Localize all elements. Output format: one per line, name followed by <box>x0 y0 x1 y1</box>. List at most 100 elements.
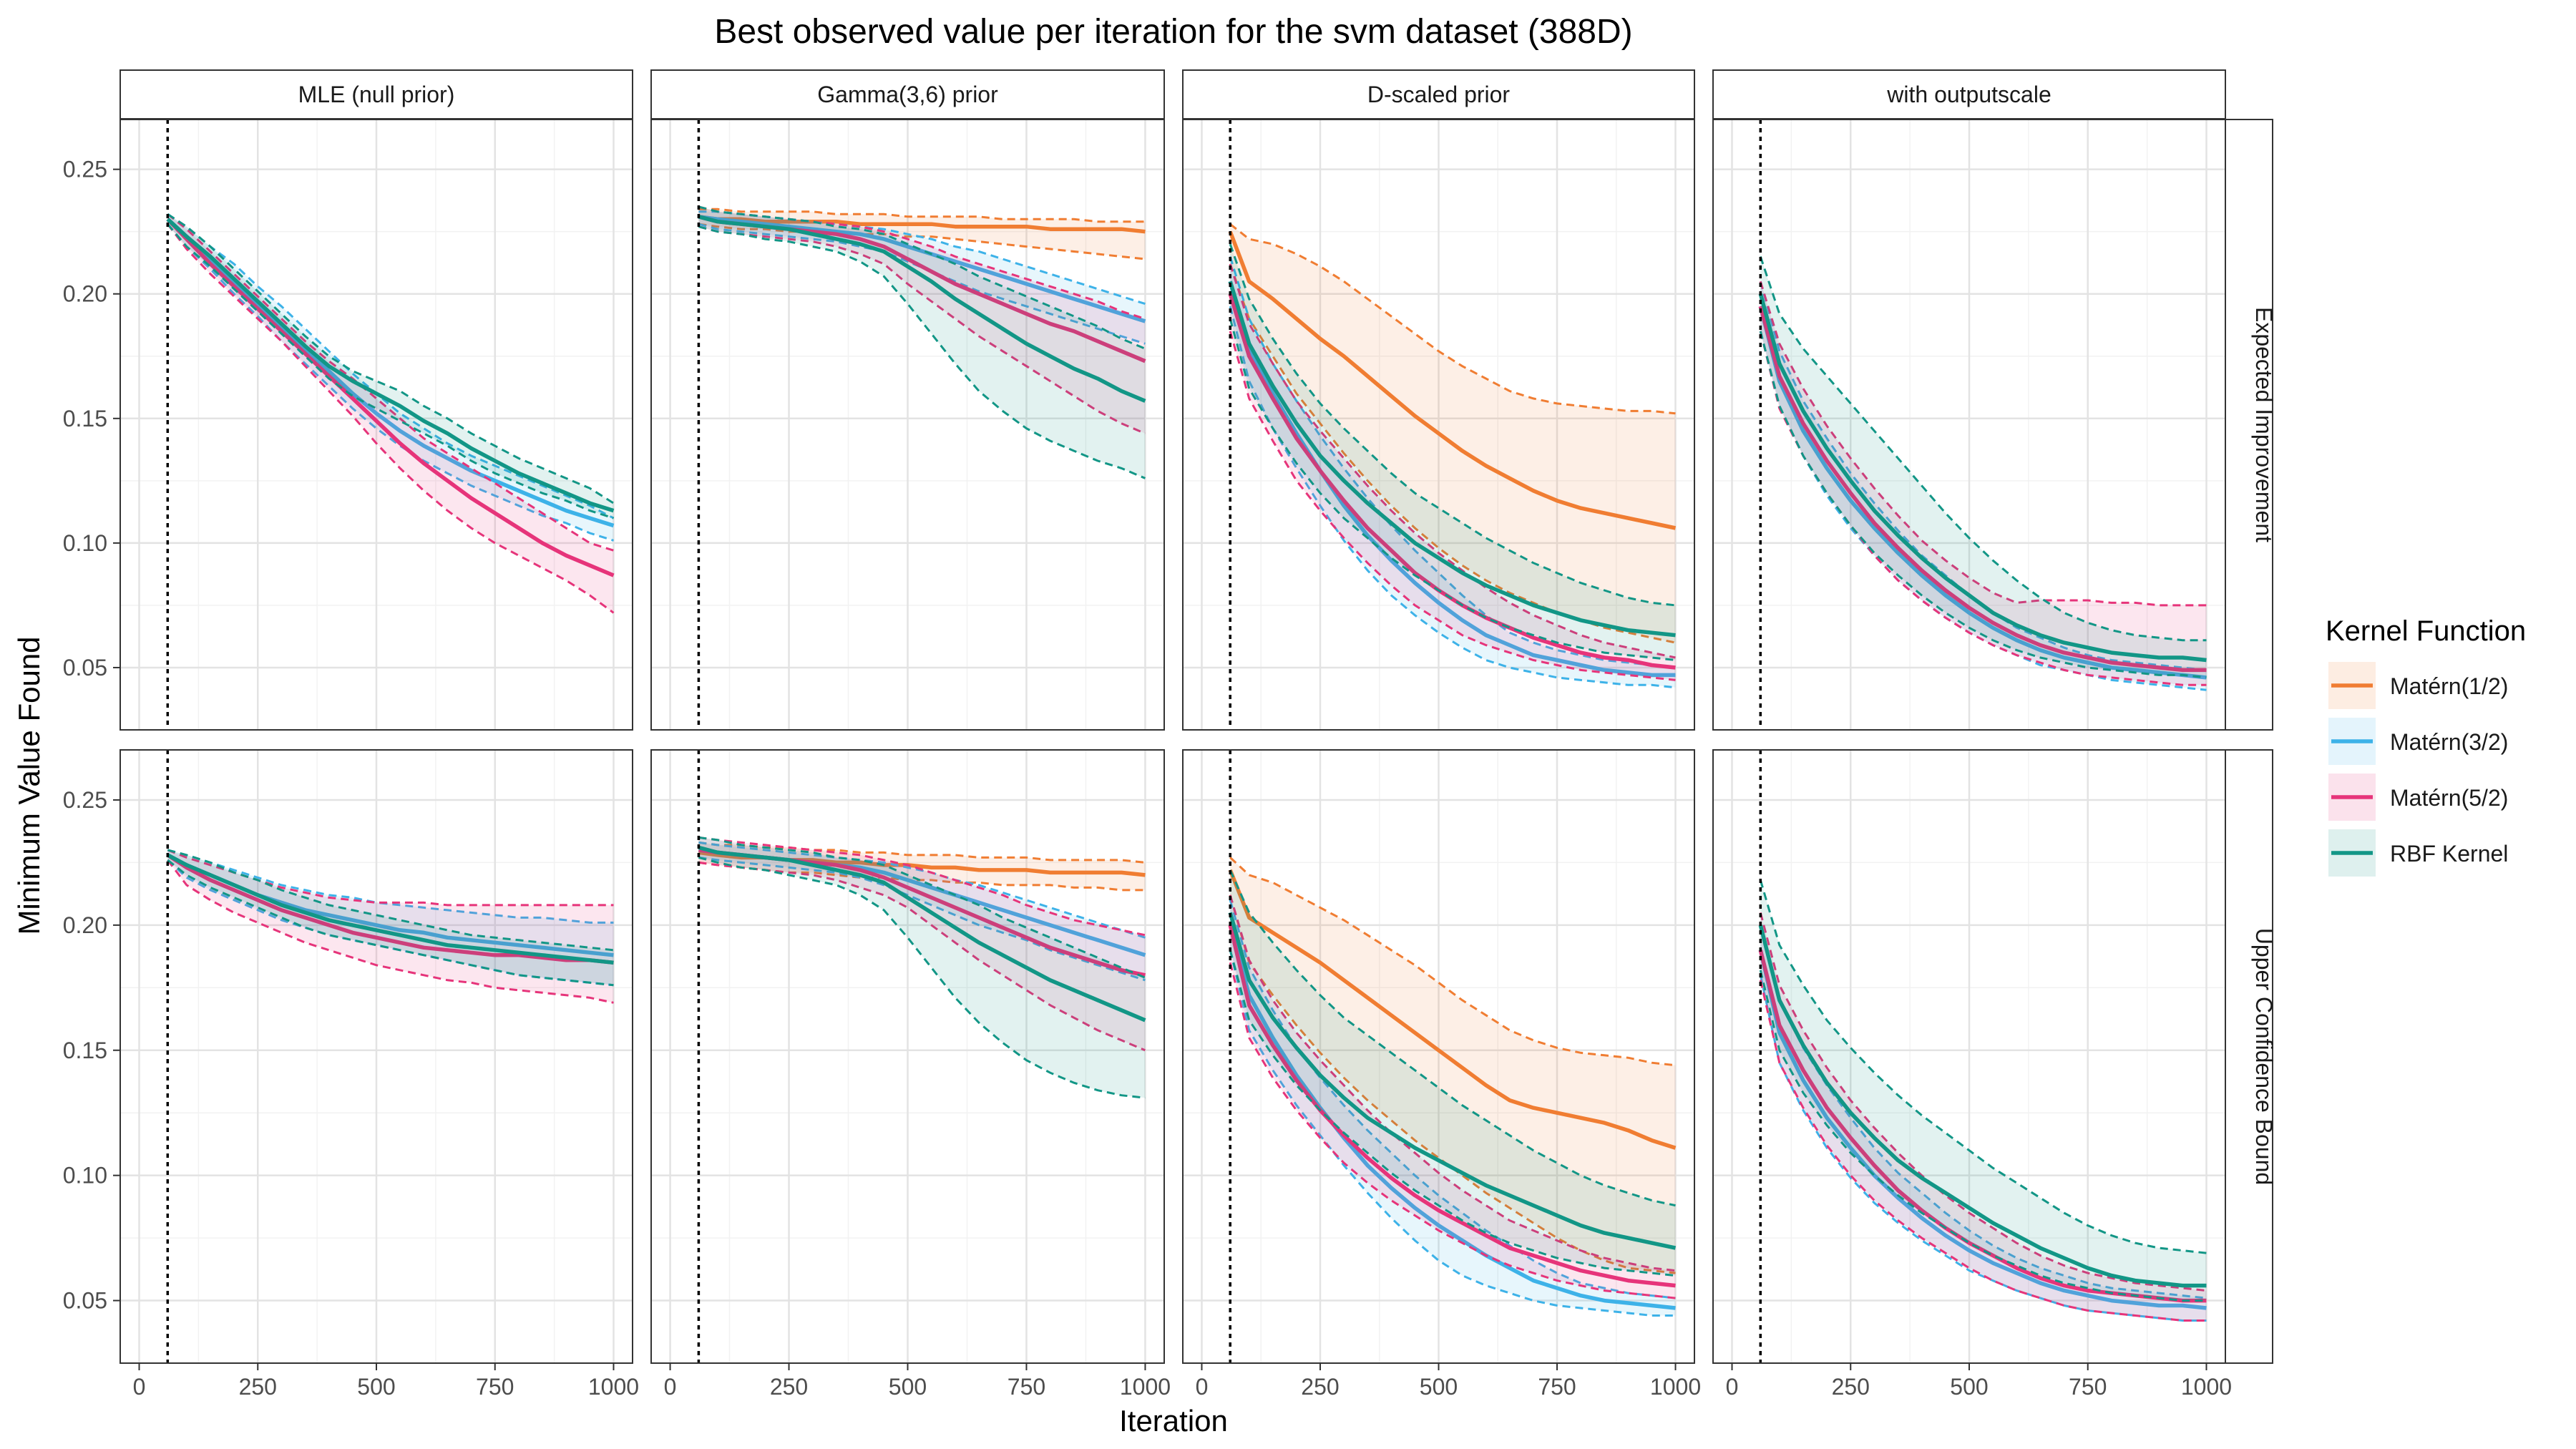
confidence-band <box>167 214 614 519</box>
confidence-band <box>1760 256 2207 678</box>
upper-bound-line <box>167 213 614 552</box>
mean-line <box>1228 924 1676 1310</box>
row-strip-expected-improvement <box>2225 119 2273 731</box>
lower-bound-line <box>167 223 615 614</box>
series-rbf-kernel <box>1758 879 2207 1302</box>
confidence-band <box>1760 924 2207 1321</box>
confidence-band <box>1230 857 1676 1274</box>
upper-bound-line <box>698 208 1146 223</box>
lower-bound-line <box>1759 980 2207 1322</box>
panel-upper-confidence-bound-mle-null-prior: 0.05 0.10 0.15 0.20 0.25 0 250 500 750 1000 <box>63 749 639 1400</box>
legend-item-mat-rn-1-2: Matérn(1/2) <box>2328 662 2508 709</box>
facet-strip-gamma-3-6-prior <box>650 69 1165 119</box>
upper-bound-line <box>1229 869 1676 1207</box>
mean-line <box>166 218 615 513</box>
x-tick-label: 0 <box>664 1374 677 1400</box>
series-rbf-kernel <box>698 836 1146 1099</box>
upper-bound-line <box>1229 256 1676 669</box>
facet-strip-label: with outputscale <box>1886 82 2051 107</box>
upper-bound-line <box>1759 879 2207 1254</box>
series-rbf-kernel <box>166 213 615 519</box>
mean-line <box>1758 293 2207 663</box>
confidence-band <box>698 206 1146 434</box>
x-tick-label: 250 <box>1832 1374 1870 1400</box>
series-mat-rn-5-2 <box>1228 894 1676 1299</box>
series-rbf-kernel <box>698 205 1146 479</box>
confidence-band <box>698 837 1146 1098</box>
legend-item-mat-rn-5-2: Matérn(5/2) <box>2328 774 2508 821</box>
upper-bound-line <box>698 836 1146 979</box>
upper-bound-line <box>167 213 615 519</box>
legend-item-rbf-kernel: RBF Kernel <box>2328 829 2508 877</box>
upper-bound-line <box>167 849 614 907</box>
row-strip-label: Upper Confidence Bound <box>2251 928 2277 1185</box>
x-tick-label: 500 <box>357 1374 395 1400</box>
mean-line <box>166 218 615 577</box>
y-tick-label: 0.15 <box>63 1038 107 1063</box>
lower-bound-line <box>1229 318 1676 661</box>
mean-line <box>698 215 1146 403</box>
mean-line <box>1758 950 2207 1310</box>
upper-bound-line <box>698 841 1146 939</box>
facet-strip-label: MLE (null prior) <box>298 82 455 107</box>
x-tick-label: 750 <box>1538 1374 1576 1400</box>
facet-strip-label: D-scaled prior <box>1367 82 1511 107</box>
mean-line <box>1758 306 2207 680</box>
panel-expected-improvement-d-scaled-prior <box>1182 119 1695 731</box>
lower-bound-line <box>1229 950 1676 1277</box>
facet-strip-mle-null-prior <box>119 69 633 119</box>
series-mat-rn-1-2 <box>1228 857 1677 1274</box>
mean-line <box>1228 280 1676 678</box>
x-tick-label: 750 <box>2069 1374 2107 1400</box>
legend-label: Matérn(1/2) <box>2390 673 2508 699</box>
panel-upper-confidence-bound-d-scaled-prior: 0 250 500 750 1000 <box>1182 749 1701 1400</box>
lower-bound-line <box>167 859 614 987</box>
confidence-band <box>1760 912 2207 1321</box>
mean-line <box>166 853 614 965</box>
panel-upper-confidence-bound-gamma-3-6-prior: 0 250 500 750 1000 <box>650 749 1171 1400</box>
lower-bound-line <box>1759 970 2207 1302</box>
series-rbf-kernel <box>1758 256 2207 679</box>
confidence-band <box>698 837 1146 1050</box>
mean-line <box>1758 306 2207 673</box>
legend: Kernel Function Matérn(1/2)Matérn(3/2)Ma… <box>2326 615 2526 877</box>
legend-label: Matérn(5/2) <box>2390 785 2508 811</box>
row-strip-upper-confidence-bound <box>2225 749 2273 1364</box>
series-mat-rn-1-2 <box>1228 223 1677 644</box>
upper-bound-line <box>1229 223 1676 415</box>
facet-strip-label: Gamma(3,6) prior <box>817 82 998 107</box>
series-mat-rn-5-2 <box>166 213 615 614</box>
legend-items: Matérn(1/2) Matérn(3/2) Matérn(5/2) RBF Ker… <box>2328 662 2508 877</box>
y-tick-label: 0.05 <box>63 655 107 680</box>
mean-line <box>167 853 614 965</box>
y-tick-label: 0.20 <box>63 912 107 938</box>
upper-bound-line <box>1229 857 1676 1067</box>
lower-bound-line <box>698 225 1146 435</box>
mean-line <box>1228 280 1676 638</box>
panel-expected-improvement-with-outputscale <box>1712 119 2226 731</box>
panel-expected-improvement-gamma-3-6-prior <box>650 119 1165 731</box>
panels-layer: MLE (null prior) Gamma(3,6) prior D-scaled… <box>63 69 2277 1400</box>
confidence-band <box>1760 281 2207 691</box>
mean-line <box>1758 924 2207 1288</box>
confidence-band <box>698 206 1146 479</box>
confidence-band <box>1230 869 1676 1276</box>
panel-border <box>119 119 633 731</box>
x-tick-label: 0 <box>133 1374 146 1400</box>
panel-border <box>1182 119 1695 731</box>
mean-line <box>698 215 1146 323</box>
lower-bound-line <box>1759 331 2207 679</box>
y-tick-label: 0.20 <box>63 281 107 307</box>
lower-bound-line <box>1229 962 1676 1299</box>
legend-label: Matérn(3/2) <box>2390 729 2508 755</box>
confidence-band <box>167 214 614 541</box>
x-tick-label: 0 <box>1196 1374 1209 1400</box>
legend-item-mat-rn-3-2: Matérn(3/2) <box>2328 718 2508 765</box>
upper-bound-line <box>698 205 1146 350</box>
lower-bound-line <box>1229 894 1676 1274</box>
confidence-band <box>167 214 614 613</box>
panel-expected-improvement-mle-null-prior: 0.05 0.10 0.15 0.20 0.25 <box>63 119 633 731</box>
y-tick-label: 0.10 <box>63 1163 107 1189</box>
x-tick-label: 0 <box>1726 1374 1739 1400</box>
x-tick-label: 1000 <box>588 1374 639 1400</box>
